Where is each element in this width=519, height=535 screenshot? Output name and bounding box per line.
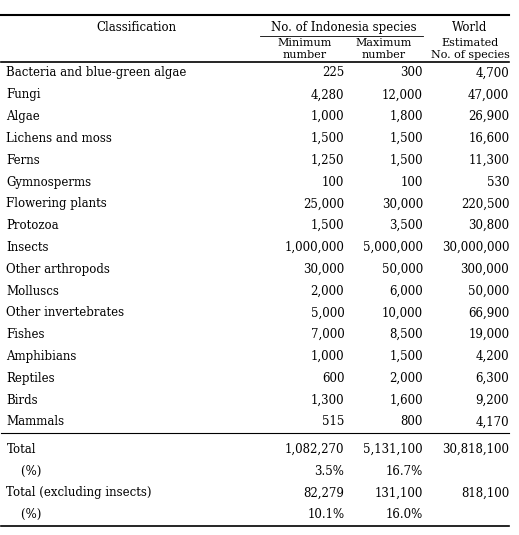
Text: 50,000: 50,000 bbox=[382, 263, 423, 276]
Text: Total (excluding insects): Total (excluding insects) bbox=[6, 486, 152, 500]
Text: 12,000: 12,000 bbox=[382, 88, 423, 101]
Text: No. of Indonesia species: No. of Indonesia species bbox=[271, 21, 417, 34]
Text: Other arthropods: Other arthropods bbox=[6, 263, 111, 276]
Text: 25,000: 25,000 bbox=[303, 197, 344, 210]
Text: 1,500: 1,500 bbox=[389, 132, 423, 145]
Text: 530: 530 bbox=[487, 175, 509, 188]
Text: Total: Total bbox=[6, 443, 36, 456]
Text: 26,900: 26,900 bbox=[468, 110, 509, 123]
Text: Reptiles: Reptiles bbox=[6, 372, 55, 385]
Text: 16.7%: 16.7% bbox=[386, 464, 423, 478]
Text: 1,000: 1,000 bbox=[311, 350, 344, 363]
Text: Birds: Birds bbox=[6, 394, 38, 407]
Text: 300: 300 bbox=[401, 66, 423, 80]
Text: Flowering plants: Flowering plants bbox=[6, 197, 107, 210]
Text: Estimated
No. of species: Estimated No. of species bbox=[431, 38, 510, 59]
Text: 1,000: 1,000 bbox=[311, 110, 344, 123]
Text: 7,000: 7,000 bbox=[310, 328, 344, 341]
Text: 1,082,270: 1,082,270 bbox=[285, 443, 344, 456]
Text: Fungi: Fungi bbox=[6, 88, 41, 101]
Text: 30,000: 30,000 bbox=[382, 197, 423, 210]
Text: 1,300: 1,300 bbox=[311, 394, 344, 407]
Text: 6,000: 6,000 bbox=[389, 285, 423, 297]
Text: Minimum
number: Minimum number bbox=[278, 38, 332, 59]
Text: 1,500: 1,500 bbox=[389, 154, 423, 167]
Text: Maximum
number: Maximum number bbox=[356, 38, 412, 59]
Text: 2,000: 2,000 bbox=[311, 285, 344, 297]
Text: Bacteria and blue-green algae: Bacteria and blue-green algae bbox=[6, 66, 187, 80]
Text: 66,900: 66,900 bbox=[468, 307, 509, 319]
Text: 3.5%: 3.5% bbox=[315, 464, 344, 478]
Text: 800: 800 bbox=[401, 415, 423, 429]
Text: 1,500: 1,500 bbox=[311, 132, 344, 145]
Text: 11,300: 11,300 bbox=[468, 154, 509, 167]
Text: 82,279: 82,279 bbox=[304, 486, 344, 500]
Text: 1,000,000: 1,000,000 bbox=[284, 241, 344, 254]
Text: 600: 600 bbox=[322, 372, 344, 385]
Text: 1,500: 1,500 bbox=[311, 219, 344, 232]
Text: 818,100: 818,100 bbox=[461, 486, 509, 500]
Text: Insects: Insects bbox=[6, 241, 49, 254]
Text: 100: 100 bbox=[401, 175, 423, 188]
Text: 1,600: 1,600 bbox=[389, 394, 423, 407]
Text: 16,600: 16,600 bbox=[468, 132, 509, 145]
Text: 30,800: 30,800 bbox=[468, 219, 509, 232]
Text: 4,700: 4,700 bbox=[475, 66, 509, 80]
Text: 19,000: 19,000 bbox=[468, 328, 509, 341]
Text: 225: 225 bbox=[322, 66, 344, 80]
Text: 5,131,100: 5,131,100 bbox=[363, 443, 423, 456]
Text: 515: 515 bbox=[322, 415, 344, 429]
Text: 4,200: 4,200 bbox=[476, 350, 509, 363]
Text: 220,500: 220,500 bbox=[461, 197, 509, 210]
Text: Fishes: Fishes bbox=[6, 328, 45, 341]
Text: Mammals: Mammals bbox=[6, 415, 64, 429]
Text: 30,000,000: 30,000,000 bbox=[442, 241, 509, 254]
Text: 1,500: 1,500 bbox=[389, 350, 423, 363]
Text: 100: 100 bbox=[322, 175, 344, 188]
Text: (%): (%) bbox=[6, 508, 42, 521]
Text: Lichens and moss: Lichens and moss bbox=[6, 132, 112, 145]
Text: World: World bbox=[452, 21, 488, 34]
Text: 9,200: 9,200 bbox=[476, 394, 509, 407]
Text: 3,500: 3,500 bbox=[389, 219, 423, 232]
Text: 8,500: 8,500 bbox=[389, 328, 423, 341]
Text: Other invertebrates: Other invertebrates bbox=[6, 307, 125, 319]
Text: 4,280: 4,280 bbox=[311, 88, 344, 101]
Text: 6,300: 6,300 bbox=[475, 372, 509, 385]
Text: 1,250: 1,250 bbox=[311, 154, 344, 167]
Text: Amphibians: Amphibians bbox=[6, 350, 77, 363]
Text: Classification: Classification bbox=[96, 21, 176, 34]
Text: 30,818,100: 30,818,100 bbox=[442, 443, 509, 456]
Text: Algae: Algae bbox=[6, 110, 40, 123]
Text: 300,000: 300,000 bbox=[460, 263, 509, 276]
Text: Molluscs: Molluscs bbox=[6, 285, 59, 297]
Text: 16.0%: 16.0% bbox=[386, 508, 423, 521]
Text: (%): (%) bbox=[6, 464, 42, 478]
Text: 47,000: 47,000 bbox=[468, 88, 509, 101]
Text: Protozoa: Protozoa bbox=[6, 219, 59, 232]
Text: 2,000: 2,000 bbox=[389, 372, 423, 385]
Text: 131,100: 131,100 bbox=[375, 486, 423, 500]
Text: 50,000: 50,000 bbox=[468, 285, 509, 297]
Text: 10.1%: 10.1% bbox=[307, 508, 344, 521]
Text: 5,000,000: 5,000,000 bbox=[363, 241, 423, 254]
Text: 30,000: 30,000 bbox=[303, 263, 344, 276]
Text: 4,170: 4,170 bbox=[476, 415, 509, 429]
Text: 5,000: 5,000 bbox=[310, 307, 344, 319]
Text: 10,000: 10,000 bbox=[382, 307, 423, 319]
Text: Gymnosperms: Gymnosperms bbox=[6, 175, 91, 188]
Text: 1,800: 1,800 bbox=[389, 110, 423, 123]
Text: Ferns: Ferns bbox=[6, 154, 40, 167]
